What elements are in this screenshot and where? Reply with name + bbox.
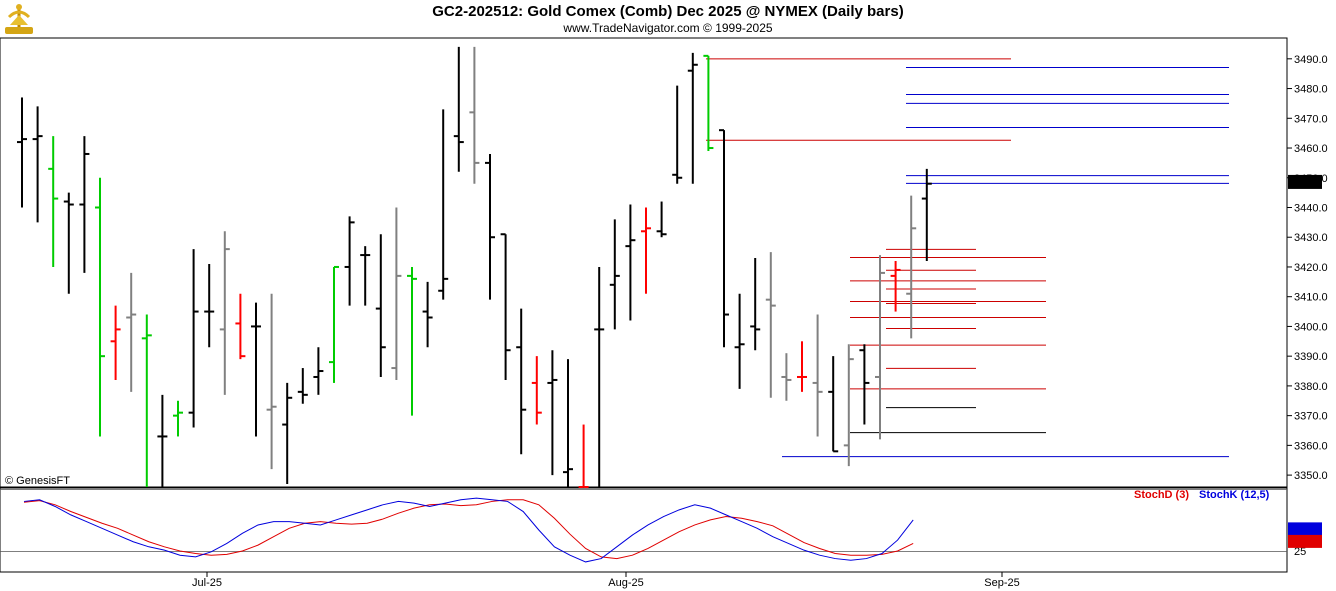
- stoch-tick-label: 25: [1294, 546, 1306, 558]
- price-panel: [0, 37, 1288, 488]
- price-y-axis: 3350.0 3360.0 3370.0 3380.0 3390.0 3400.0 3410…: [1287, 54, 1328, 482]
- stochk-legend: StochK (12,5): [1199, 489, 1270, 501]
- stochd-line: [23, 499, 914, 560]
- y-tick-label: 3470.0: [1294, 113, 1328, 125]
- y-tick-label: 3480.0: [1294, 84, 1328, 96]
- y-tick-label: 3440.0: [1294, 202, 1328, 214]
- chart-title: GC2-202512: Gold Comex (Comb) Dec 2025 @…: [432, 3, 904, 20]
- y-tick-label: 3350.0: [1294, 470, 1328, 482]
- y-tick-label: 3370.0: [1294, 411, 1328, 423]
- y-tick-label: 3460.0: [1294, 143, 1328, 155]
- stochastic-lines: 25: [0, 488, 1322, 563]
- stochk-value-tag: [1288, 522, 1322, 536]
- y-tick-label: 3420.0: [1294, 262, 1328, 274]
- y-tick-label: 3400.0: [1294, 321, 1328, 333]
- trade-navigator-logo: [5, 4, 33, 34]
- stochd-value-tag: [1288, 534, 1322, 548]
- stochk-line: [23, 497, 914, 563]
- copyright-label: © GenesisFT: [5, 475, 70, 487]
- y-tick-label: 3490.0: [1294, 54, 1328, 66]
- price-bars: [17, 46, 932, 488]
- y-tick-label: 3390.0: [1294, 351, 1328, 363]
- stochastic-panel: [0, 487, 1288, 573]
- date-x-axis: Jul-25 Aug-25 Sep-25: [192, 572, 1020, 589]
- y-tick-label: 3380.0: [1294, 381, 1328, 393]
- chart-header: GC2-202512: Gold Comex (Comb) Dec 2025 @…: [0, 0, 1336, 38]
- x-tick-label: Jul-25: [192, 577, 222, 589]
- last-price-tag: [1288, 174, 1322, 189]
- chart-subtitle: www.TradeNavigator.com © 1999-2025: [563, 21, 773, 35]
- y-tick-label: 3430.0: [1294, 232, 1328, 244]
- x-tick-label: Aug-25: [608, 577, 643, 589]
- stochd-legend: StochD (3): [1134, 489, 1189, 501]
- y-tick-label: 3410.0: [1294, 292, 1328, 304]
- x-tick-label: Sep-25: [984, 577, 1019, 589]
- y-tick-label: 3360.0: [1294, 440, 1328, 452]
- price-levels: [706, 58, 1229, 458]
